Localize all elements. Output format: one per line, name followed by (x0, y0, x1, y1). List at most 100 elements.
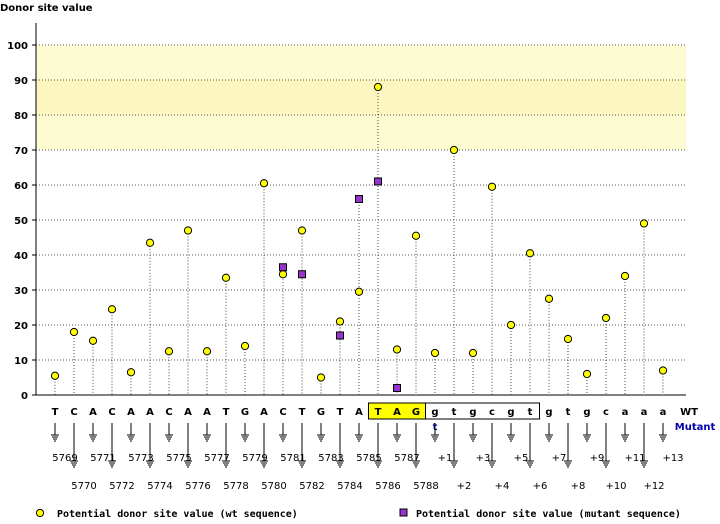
wt-base: g (583, 407, 590, 418)
wt-point (411, 231, 421, 240)
y-tick-label: 40 (14, 251, 28, 262)
position-label: 5780 (261, 481, 286, 492)
wt-base: A (146, 407, 154, 418)
wt-point (126, 368, 136, 377)
wt-point (88, 336, 98, 345)
wt-base: C (165, 407, 172, 418)
wt-base: G (241, 407, 249, 418)
position-label: 5787 (394, 453, 419, 464)
wt-base: A (355, 407, 363, 418)
position-label: 5769 (52, 453, 77, 464)
legend-mutant-label: Potential donor site value (mutant seque… (416, 508, 681, 520)
mutant-row-label: Mutant (675, 422, 716, 433)
wt-point (297, 226, 307, 235)
threshold-band-core (36, 80, 686, 115)
wt-base: A (393, 407, 401, 418)
position-label: 5779 (242, 453, 267, 464)
y-tick-label: 70 (14, 146, 28, 157)
position-label: 5783 (318, 453, 343, 464)
wt-base: T (223, 407, 230, 418)
wt-base: t (566, 407, 571, 418)
wt-base: C (70, 407, 77, 418)
y-tick-label: 0 (21, 391, 28, 402)
mutant-point (393, 384, 401, 392)
wt-point (658, 366, 668, 375)
wt-base: A (127, 407, 135, 418)
wt-base: a (622, 407, 629, 418)
wt-base: A (184, 407, 192, 418)
wt-base: T (299, 407, 306, 418)
wt-point (335, 317, 345, 326)
wt-point (221, 273, 231, 282)
wt-base: g (545, 407, 552, 418)
wt-point (373, 82, 383, 92)
threshold-band-group (36, 45, 686, 150)
position-label: 5778 (223, 481, 248, 492)
wt-base: T (337, 407, 344, 418)
wt-base: C (279, 407, 286, 418)
position-label: 5786 (375, 481, 400, 492)
legend-group: Potential donor site value (wt sequence)… (35, 508, 681, 520)
position-label: 5774 (147, 481, 172, 492)
position-label: +13 (662, 453, 683, 464)
wt-point (563, 334, 573, 344)
wt-base: a (660, 407, 667, 418)
legend-mutant-marker (399, 508, 408, 517)
position-label: 5773 (128, 453, 153, 464)
wt-row-label: WT (680, 407, 698, 418)
wt-base: g (469, 407, 476, 418)
position-label: +9 (590, 453, 605, 464)
position-label: 5785 (356, 453, 381, 464)
wt-base: T (52, 407, 59, 418)
position-label: +3 (476, 453, 491, 464)
wt-base: G (412, 407, 420, 418)
wt-base: A (89, 407, 97, 418)
wt-point (240, 341, 250, 351)
y-tick-label: 50 (14, 216, 28, 227)
wt-point (544, 294, 554, 303)
wt-point (525, 249, 535, 258)
wt-base: c (603, 407, 609, 418)
wt-point (278, 270, 288, 279)
wt-point (430, 348, 440, 358)
wt-base: g (431, 407, 438, 418)
wt-point (506, 320, 516, 330)
wt-point (259, 179, 269, 188)
wt-point (183, 226, 193, 235)
wt-base: A (203, 407, 211, 418)
wt-base: t (452, 407, 457, 418)
y-tick-label: 90 (14, 76, 28, 87)
position-label: 5777 (204, 453, 229, 464)
position-label: +10 (605, 481, 626, 492)
position-label: +8 (571, 481, 586, 492)
position-label: 5782 (299, 481, 324, 492)
wt-base: C (108, 407, 115, 418)
wt-point (582, 369, 592, 379)
wt-point (145, 238, 155, 247)
position-label: 5781 (280, 453, 305, 464)
position-label: 5772 (109, 481, 134, 492)
mutant-point (336, 331, 344, 340)
wt-base: g (507, 407, 514, 418)
position-label: 5788 (413, 481, 438, 492)
wt-point (107, 305, 117, 314)
position-label: 5775 (166, 453, 191, 464)
position-label: +1 (438, 453, 453, 464)
legend-wt-marker (35, 508, 45, 518)
y-tick-label: 30 (14, 286, 28, 297)
y-tick-label: 100 (7, 41, 28, 52)
position-label: +7 (552, 453, 567, 464)
y-tick-label: 60 (14, 181, 28, 192)
position-label: +12 (643, 481, 664, 492)
wt-point (69, 327, 79, 337)
wt-point (392, 345, 402, 354)
wt-point (639, 219, 649, 228)
legend-wt-label: Potential donor site value (wt sequence) (57, 508, 298, 520)
wt-point (50, 371, 60, 380)
position-label: +6 (533, 481, 548, 492)
position-label: +5 (514, 453, 529, 464)
position-label: 5770 (71, 481, 96, 492)
mutant-point (279, 263, 287, 272)
